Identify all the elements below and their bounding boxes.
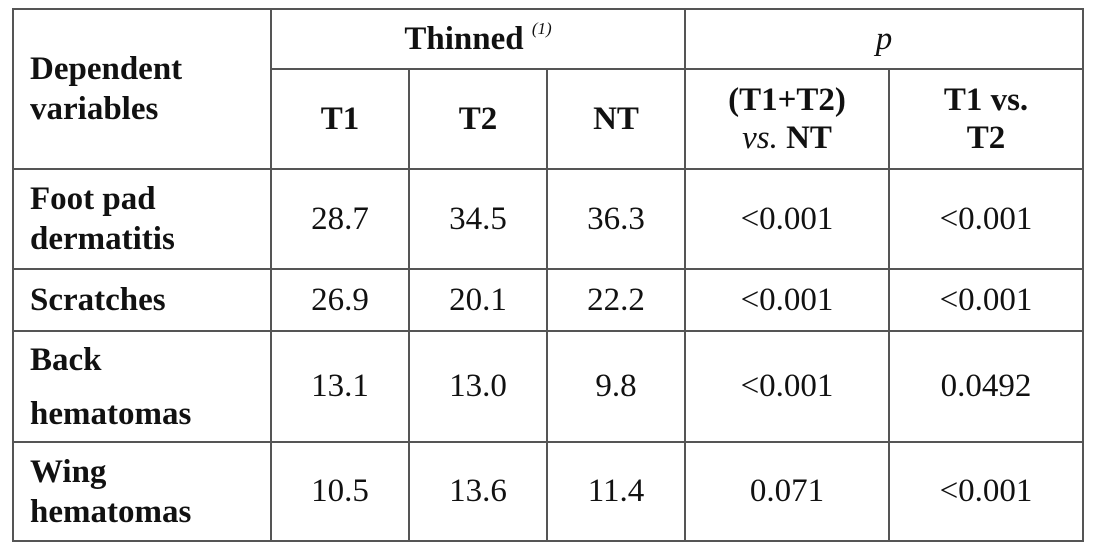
cell: 13.0	[408, 330, 548, 443]
cell: 0.0492	[888, 330, 1084, 443]
row-label: Wing hematomas	[12, 441, 272, 542]
cell: 20.1	[408, 268, 548, 332]
table-row: Foot pad dermatitis 28.7 34.5 36.3 <0.00…	[12, 168, 1084, 270]
cell: <0.001	[888, 168, 1084, 270]
cell: 13.1	[270, 330, 410, 443]
cell: 34.5	[408, 168, 548, 270]
cell: 10.5	[270, 441, 410, 542]
cell: <0.001	[684, 268, 890, 332]
header-dependent-variables: Dependent variables	[12, 8, 272, 170]
header-t1: T1	[270, 68, 410, 170]
cell: 11.4	[546, 441, 686, 542]
cell: 22.2	[546, 268, 686, 332]
cell: <0.001	[684, 168, 890, 270]
table-row: Scratches 26.9 20.1 22.2 <0.001 <0.001	[12, 268, 1084, 332]
header-p: p	[684, 8, 1084, 70]
table-row: Back hematomas 13.1 13.0 9.8 <0.001 0.04…	[12, 330, 1084, 443]
header-t1-vs-t2: T1 vs. T2	[888, 68, 1084, 170]
cell: 36.3	[546, 168, 686, 270]
header-t2: T2	[408, 68, 548, 170]
row-label: Back hematomas	[12, 330, 272, 443]
header-thinned: Thinned (1)	[270, 8, 686, 70]
cell: 0.071	[684, 441, 890, 542]
cell: <0.001	[888, 268, 1084, 332]
cell: 13.6	[408, 441, 548, 542]
row-label: Scratches	[12, 268, 272, 332]
thinned-note: (1)	[531, 18, 552, 38]
thinned-label: Thinned	[404, 20, 524, 57]
table-row: Wing hematomas 10.5 13.6 11.4 0.071 <0.0…	[12, 441, 1084, 542]
row-label: Foot pad dermatitis	[12, 168, 272, 270]
cell: 26.9	[270, 268, 410, 332]
cell: 28.7	[270, 168, 410, 270]
results-table: Dependent variables Thinned (1) p T1 T2 …	[12, 8, 1084, 542]
cell: <0.001	[888, 441, 1084, 542]
header-t1t2-vs-nt: (T1+T2) vs. NT	[684, 68, 890, 170]
cell: <0.001	[684, 330, 890, 443]
cell: 9.8	[546, 330, 686, 443]
header-nt: NT	[546, 68, 686, 170]
